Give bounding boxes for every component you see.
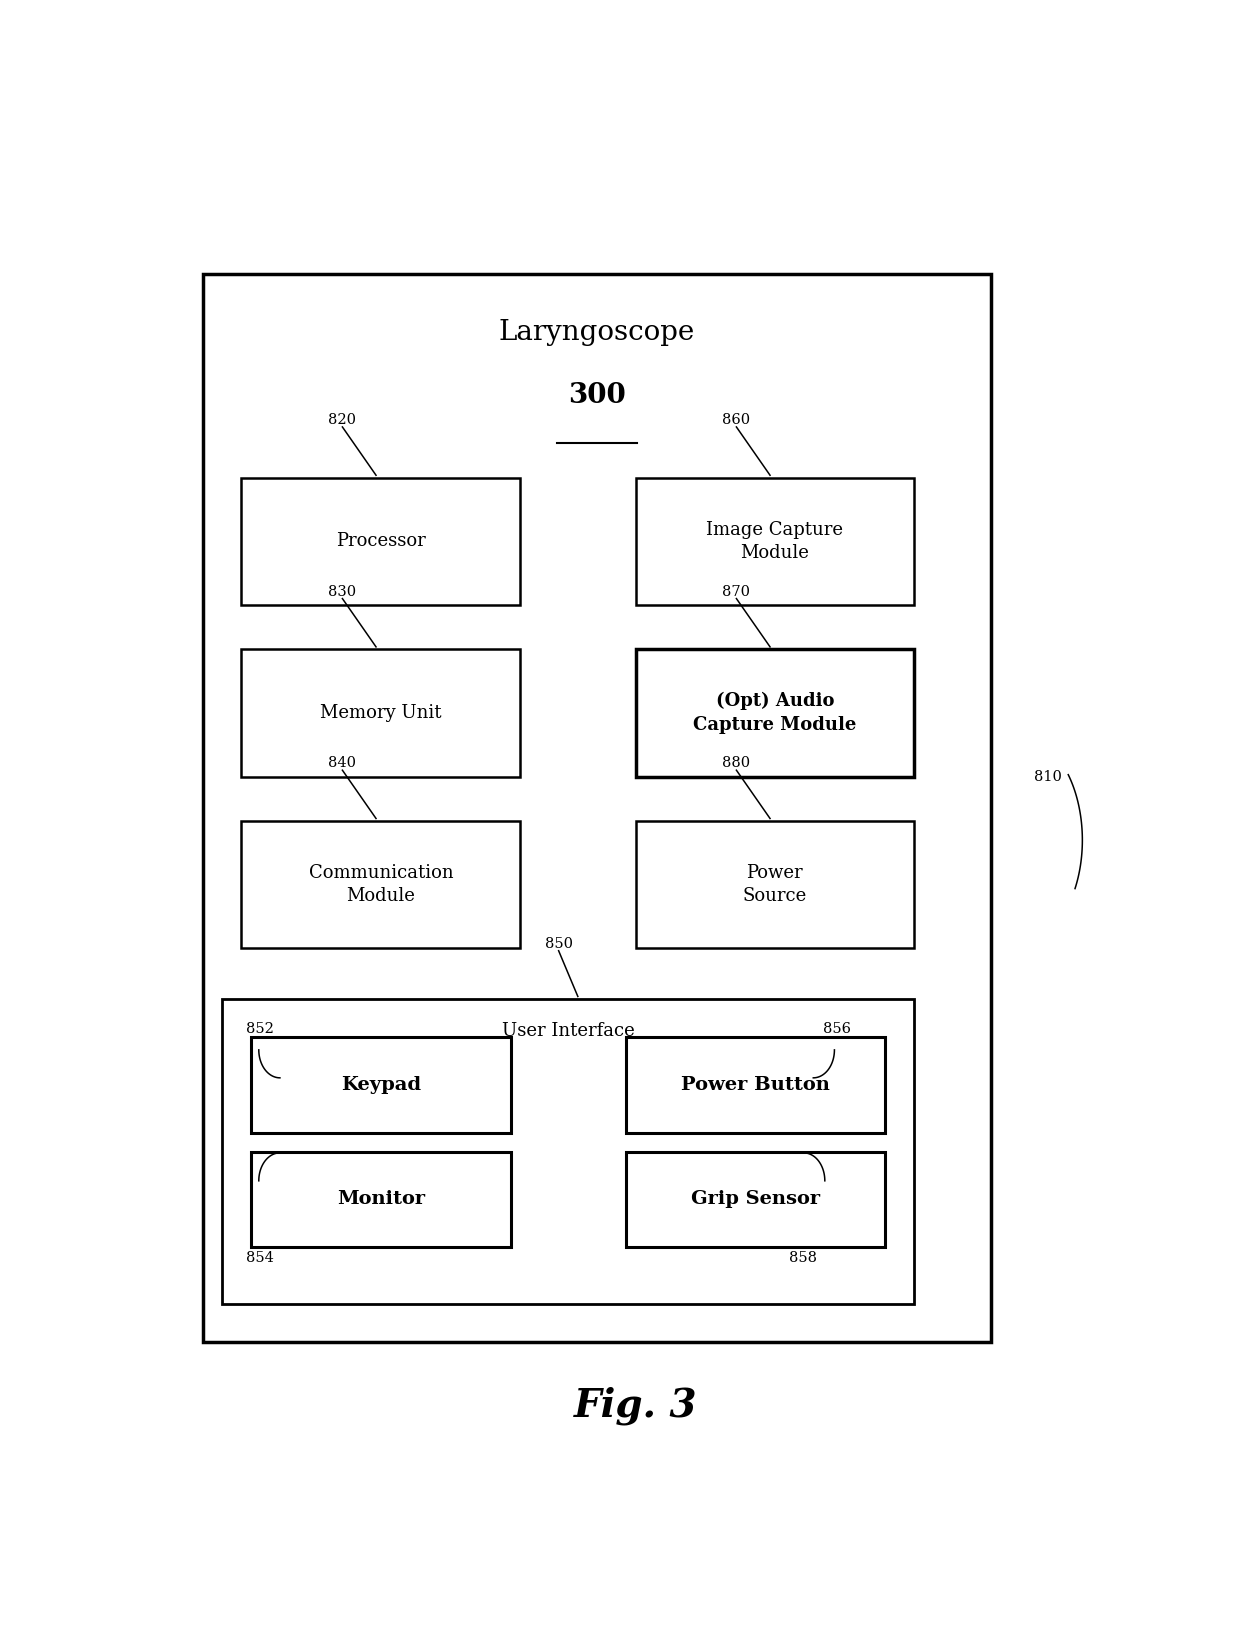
- Text: Fig. 3: Fig. 3: [574, 1387, 697, 1425]
- Text: Power Button: Power Button: [681, 1076, 830, 1095]
- Text: 810: 810: [1034, 769, 1063, 784]
- Text: 870: 870: [723, 584, 750, 599]
- Text: 854: 854: [247, 1251, 274, 1265]
- Text: 850: 850: [544, 936, 573, 951]
- Text: Processor: Processor: [336, 532, 425, 550]
- Text: Laryngoscope: Laryngoscope: [498, 319, 696, 347]
- Text: (Opt) Audio
Capture Module: (Opt) Audio Capture Module: [693, 692, 857, 735]
- Text: Memory Unit: Memory Unit: [320, 703, 441, 721]
- Text: User Interface: User Interface: [502, 1022, 635, 1040]
- Text: 852: 852: [247, 1022, 274, 1035]
- Text: 880: 880: [723, 756, 750, 769]
- Bar: [242, 821, 521, 948]
- Text: Grip Sensor: Grip Sensor: [691, 1190, 820, 1209]
- Text: 830: 830: [329, 584, 356, 599]
- Text: Monitor: Monitor: [337, 1190, 425, 1209]
- Text: Image Capture
Module: Image Capture Module: [707, 520, 843, 561]
- Text: Power
Source: Power Source: [743, 863, 807, 905]
- Bar: [626, 1037, 885, 1133]
- Bar: [242, 477, 521, 604]
- Bar: [250, 1037, 511, 1133]
- Text: 858: 858: [789, 1251, 817, 1265]
- Text: 820: 820: [329, 413, 356, 428]
- Bar: [250, 1152, 511, 1247]
- Text: Communication
Module: Communication Module: [309, 863, 453, 905]
- Bar: [242, 649, 521, 776]
- Bar: [635, 649, 914, 776]
- Bar: [203, 274, 991, 1342]
- Text: 860: 860: [723, 413, 750, 428]
- Bar: [635, 821, 914, 948]
- Text: 856: 856: [823, 1022, 851, 1035]
- Bar: [626, 1152, 885, 1247]
- Text: Keypad: Keypad: [341, 1076, 420, 1095]
- Bar: [635, 477, 914, 604]
- Bar: [222, 999, 914, 1304]
- Text: 840: 840: [329, 756, 356, 769]
- Text: 300: 300: [568, 383, 626, 409]
